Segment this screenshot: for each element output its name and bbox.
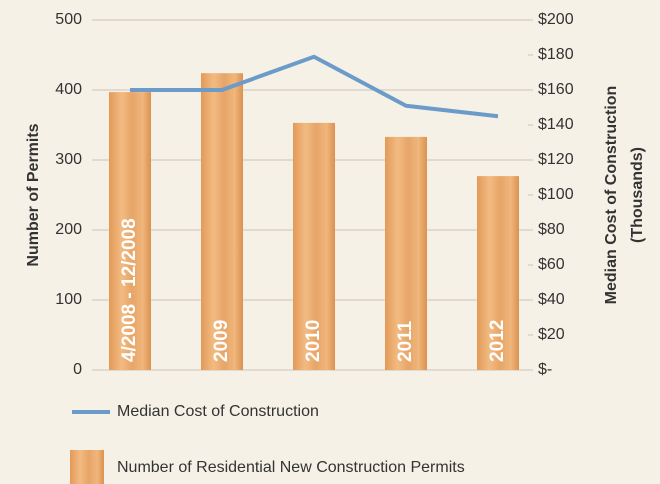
category-label: 2010 — [303, 320, 324, 362]
y-tick-label: 0 — [73, 361, 82, 378]
category-label: 4/2008 - 12/2008 — [119, 218, 140, 362]
y-axis-label: Number of Permits — [25, 123, 42, 266]
y2-tick-label: $160 — [538, 81, 574, 98]
y2-tick-label: $180 — [538, 46, 574, 63]
y-tick-label: 200 — [55, 221, 82, 238]
y2-tick-label: $100 — [538, 186, 574, 203]
y2-tick-label: $200 — [538, 11, 574, 28]
y2-axis-label: (Thousands) — [629, 147, 646, 243]
category-label: 2009 — [211, 320, 232, 362]
bar — [109, 92, 151, 370]
category-label: 2011 — [395, 320, 416, 362]
bar — [293, 122, 335, 371]
y-tick-label: 400 — [55, 81, 82, 98]
y2-tick-label: $140 — [538, 116, 574, 133]
legend-label: Median Cost of Construction — [117, 403, 319, 420]
y2-tick-label: $20 — [538, 326, 565, 343]
y2-tick-label: $40 — [538, 291, 565, 308]
y-tick-label: 300 — [55, 151, 82, 168]
y-tick-label: 100 — [55, 291, 82, 308]
line — [130, 54, 499, 119]
y2-tick-label: $60 — [538, 256, 565, 273]
legend-swatch — [70, 450, 104, 484]
bar — [201, 73, 243, 370]
bar — [477, 176, 519, 370]
bar — [385, 136, 427, 370]
y2-axis-label: Median Cost of Construction — [603, 86, 620, 305]
category-label: 2012 — [487, 320, 508, 362]
y-tick-label: 500 — [55, 11, 82, 28]
y2-tick-label: $- — [538, 361, 552, 378]
y2-tick-label: $80 — [538, 221, 565, 238]
y2-tick-label: $120 — [538, 151, 574, 168]
legend-label: Number of Residential New Construction P… — [117, 459, 465, 476]
